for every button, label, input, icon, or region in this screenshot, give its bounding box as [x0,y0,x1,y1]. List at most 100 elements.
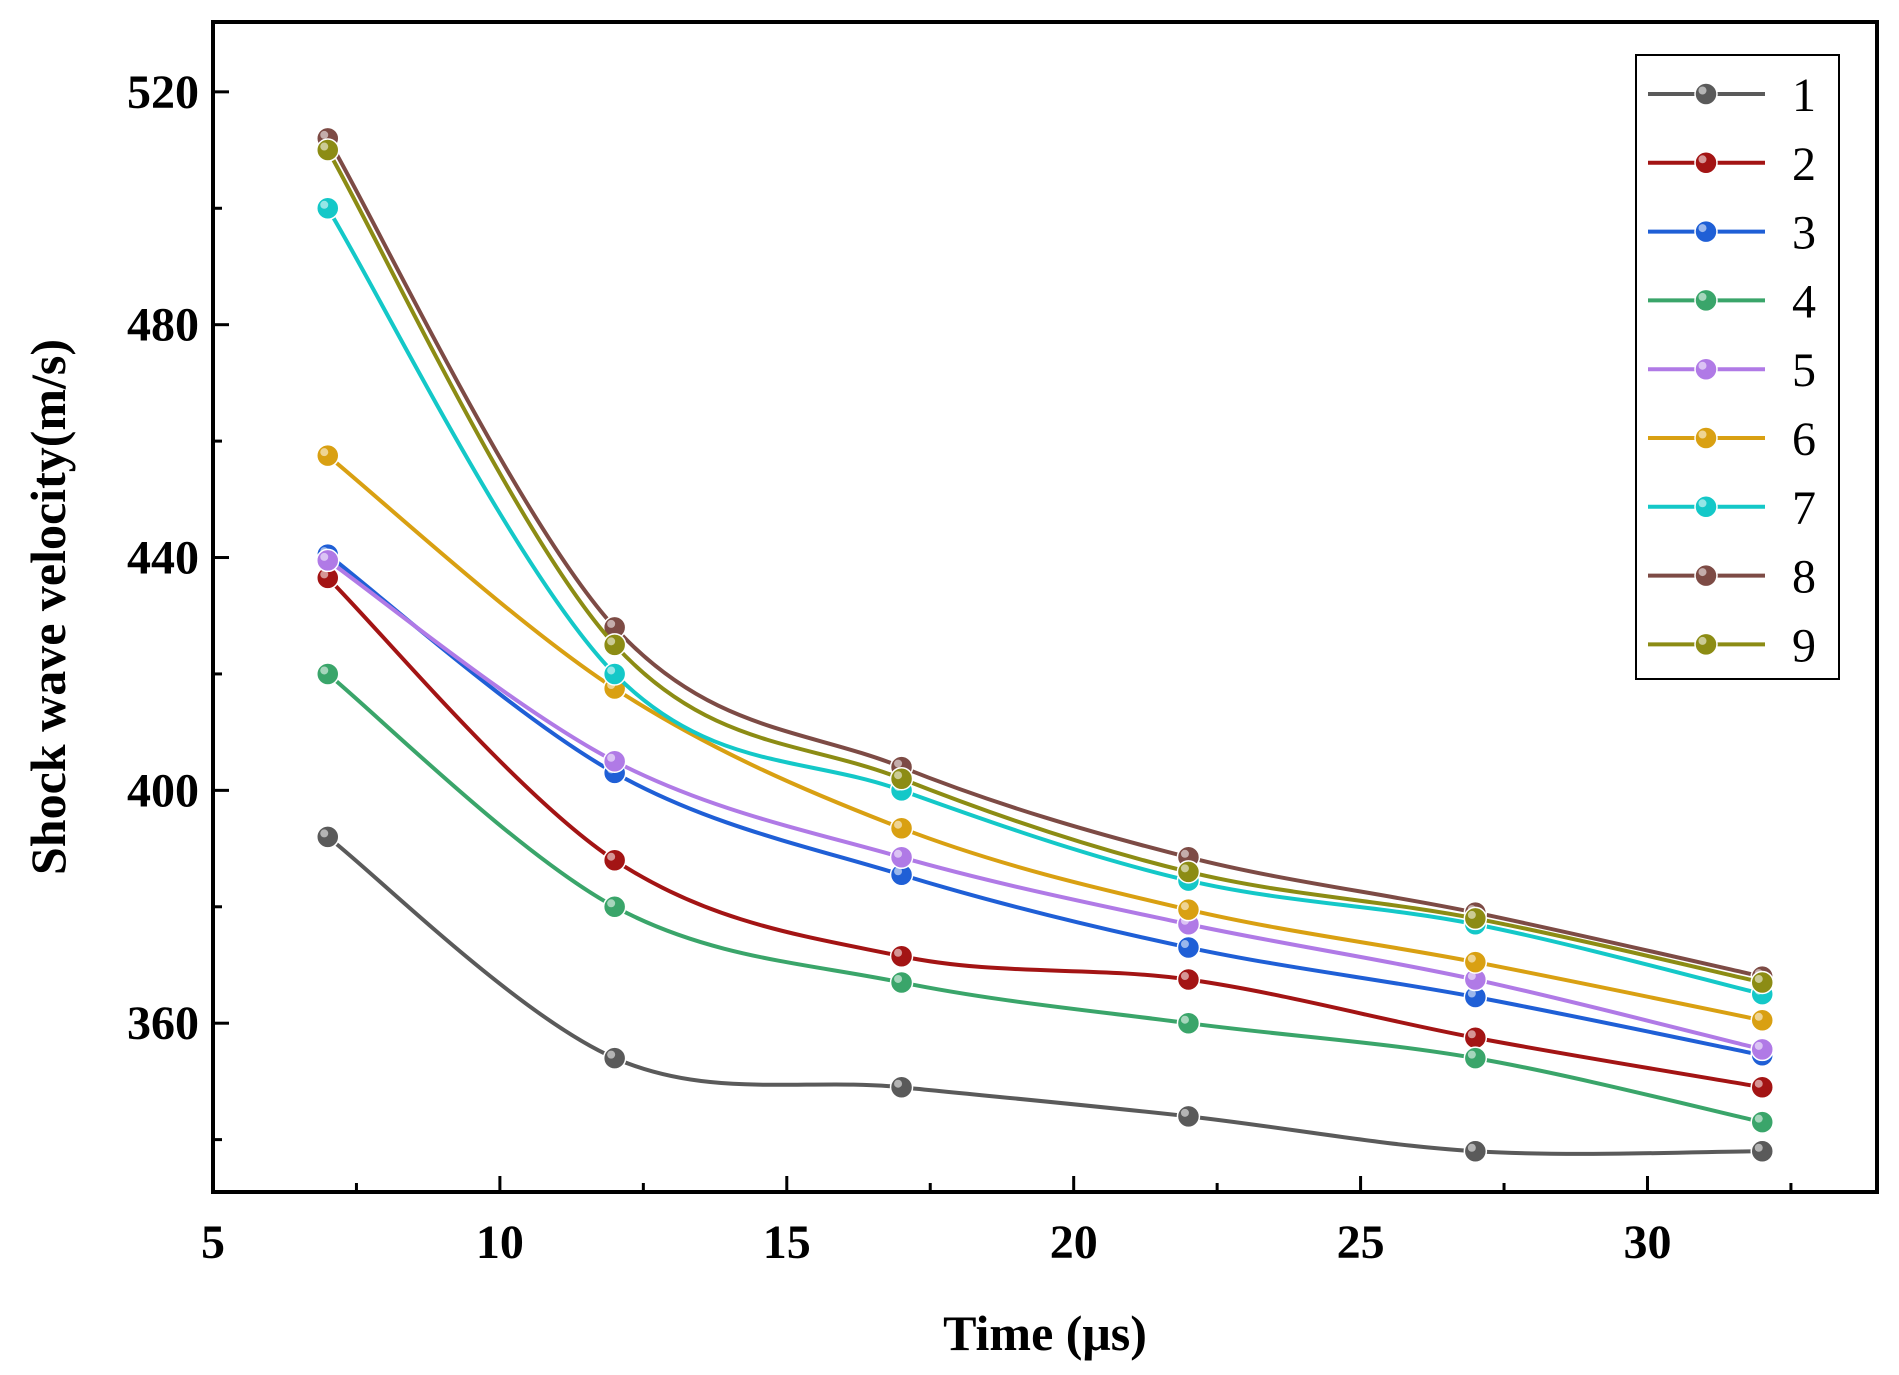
data-point [889,944,914,969]
series-line [326,576,1763,1090]
data-point [602,749,627,774]
series-1 [316,825,1774,1164]
legend-item-5: 5 [1648,344,1816,397]
legend-marker [1694,563,1718,588]
legend-label: 5 [1792,344,1816,397]
legend-label: 4 [1792,275,1816,328]
data-point-highlight [1754,1012,1763,1021]
data-point [1176,1011,1201,1035]
legend-label: 9 [1792,619,1816,672]
x-tick-label: 10 [476,1216,524,1269]
data-point [316,443,340,468]
series-line [326,149,1763,985]
data-point-highlight [1467,1050,1476,1059]
legend-marker [1694,426,1718,450]
legend-label: 1 [1792,69,1816,122]
series-line [326,553,1763,1058]
data-point-highlight [894,974,903,983]
data-point [889,816,914,840]
data-point [1176,897,1201,922]
x-tick-label: 25 [1337,1216,1385,1269]
series-line [326,672,1763,1125]
data-point [1750,1008,1774,1033]
legend-marker-highlight [1698,430,1707,439]
series-line [326,207,1763,997]
legend-marker-highlight [1698,155,1707,164]
data-point [316,662,340,686]
legend-item-2: 2 [1648,138,1816,191]
data-point-highlight [320,570,329,579]
data-point-highlight [320,666,329,675]
data-point-highlight [1180,972,1189,981]
data-point [1463,1139,1488,1164]
data-point-highlight [1467,1143,1476,1152]
legend-label: 3 [1792,207,1816,260]
data-point [1750,1037,1774,1062]
legend-marker [1694,632,1718,657]
data-point-highlight [1180,1108,1189,1117]
data-point [602,1046,627,1070]
data-point [316,196,340,221]
legend-marker-highlight [1698,636,1707,645]
data-point [1463,906,1488,931]
series-line [326,454,1763,1023]
legend-marker [1694,495,1718,519]
data-point-highlight [1180,902,1189,911]
x-tick-label: 30 [1623,1216,1671,1269]
series-8 [316,126,1774,989]
x-tick-label: 15 [763,1216,811,1269]
data-point-highlight [320,130,329,139]
data-point [889,766,914,791]
legend-marker [1694,219,1718,244]
data-point [602,895,627,919]
data-point [1176,1104,1201,1129]
data-point-highlight [1467,954,1476,963]
legend-item-3: 3 [1648,207,1816,260]
data-point [1750,1075,1774,1099]
series-line [326,835,1763,1156]
data-point-highlight [1754,974,1763,983]
data-point-highlight [894,867,903,876]
series-7 [316,196,1774,1006]
data-point [889,845,914,870]
legend-marker-highlight [1698,568,1707,577]
y-tick-label: 520 [127,66,199,119]
plot-frame [211,20,1879,1194]
legend-item-4: 4 [1648,275,1816,328]
legend-marker-highlight [1698,499,1707,508]
legend-marker [1694,82,1718,106]
data-point-highlight [894,820,903,829]
data-point-highlight [607,637,616,646]
data-point-highlight [894,948,903,957]
data-point-highlight [1180,849,1189,858]
data-point [602,848,627,872]
data-point-highlight [894,771,903,780]
data-point-highlight [320,552,329,561]
data-point-highlight [1754,1079,1763,1088]
data-point [316,548,340,573]
data-point-highlight [1754,1041,1763,1050]
series-3 [316,542,1774,1067]
legend-label: 2 [1792,138,1816,191]
x-tick-label: 20 [1050,1216,1098,1269]
data-point [316,138,340,162]
data-point [889,1075,914,1099]
data-point [1176,967,1201,992]
data-point [1750,1110,1774,1134]
legend-item-9: 9 [1648,619,1816,672]
data-point [1463,1025,1488,1050]
data-point-highlight [894,849,903,858]
data-point-highlight [607,899,616,908]
legend-marker-highlight [1698,292,1707,301]
data-point [1176,935,1201,960]
data-point-highlight [1180,940,1189,949]
x-axis-title: Time (μs) [943,1305,1147,1361]
data-point-highlight [1754,1143,1763,1152]
data-point-highlight [320,448,329,457]
data-point-highlight [320,142,329,151]
legend-item-8: 8 [1648,551,1816,604]
data-point-highlight [320,200,329,209]
legend: 1 2 3 4 5 6 7 8 9 [1635,54,1840,680]
data-point-highlight [1754,1114,1763,1123]
